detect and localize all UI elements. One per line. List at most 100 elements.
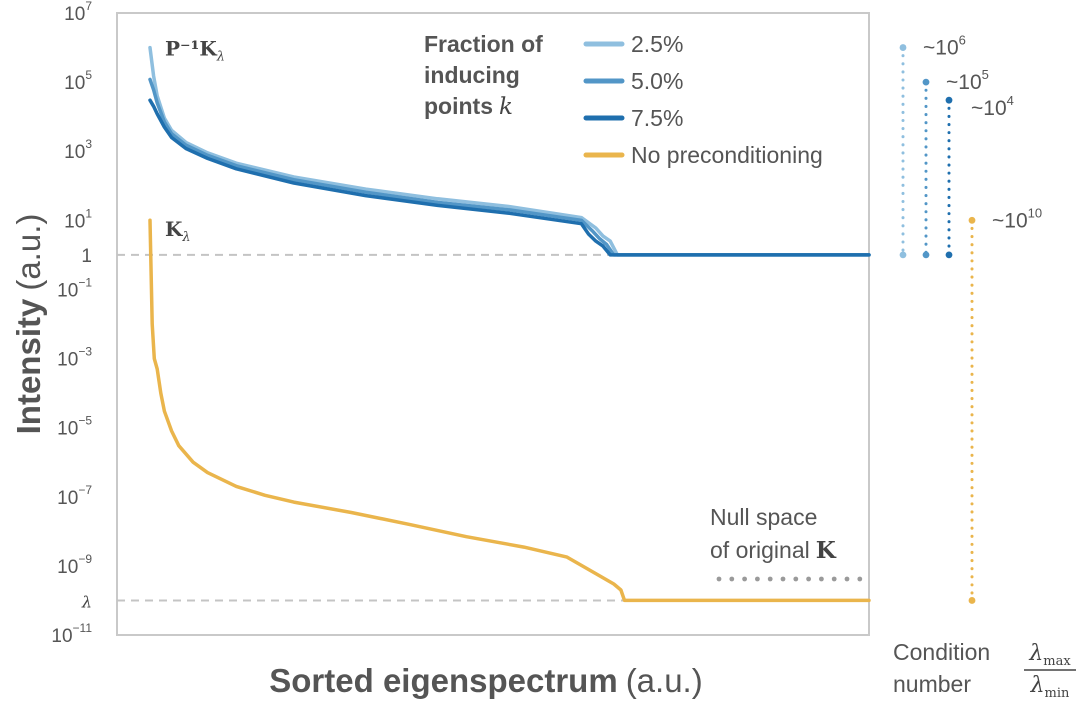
condition-bar-bottom-0 xyxy=(899,251,907,259)
legend: Fraction of inducing points k 2.5% 5.0% 7.5% No… xyxy=(424,31,823,168)
y-tick-exponent: 7 xyxy=(85,0,92,13)
null-space-dot xyxy=(831,576,837,582)
y-tick-label-2: 103 xyxy=(64,137,92,163)
y-tick-exponent: 1 xyxy=(85,206,92,220)
y-tick-label-8: 10−7 xyxy=(57,483,92,509)
y-tick-base: 1 xyxy=(81,246,92,267)
y-tick-base: 10 xyxy=(51,626,72,647)
y-tick-exponent: −3 xyxy=(78,345,92,359)
null-space-dot xyxy=(716,576,722,582)
legend-title-line-1: inducing xyxy=(424,62,520,88)
null-space-dot xyxy=(729,576,735,582)
null-space-dot xyxy=(793,576,799,582)
curve-label-main: P⁻¹K xyxy=(165,37,217,61)
y-tick-label-3: 101 xyxy=(64,206,92,232)
y-tick-label-5: 10−1 xyxy=(57,275,92,301)
y-tick-base: 10 xyxy=(64,211,85,232)
condition-bar-top-2 xyxy=(945,96,953,104)
y-axis-title: Intensity (a.u.) xyxy=(10,214,47,435)
condition-bar-top-1 xyxy=(922,78,930,86)
y-tick-exponent: 3 xyxy=(85,137,92,151)
condition-number-exponent: 10 xyxy=(1028,205,1042,220)
null-space-dot xyxy=(780,576,786,582)
null-space-dot xyxy=(755,576,760,582)
y-tick-base: 10 xyxy=(57,557,78,578)
null-space-text: of original xyxy=(710,537,810,563)
y-tick-label-10: λ xyxy=(81,592,92,611)
y-tick-base: 10 xyxy=(64,73,85,94)
y-axis-title-main: Intensity xyxy=(10,298,47,434)
curve-label-main: K xyxy=(165,217,183,241)
plot-frame xyxy=(116,12,870,636)
condition-number-exponent: 4 xyxy=(1007,93,1014,108)
series-line-3 xyxy=(148,218,871,603)
null-space-symbol: K xyxy=(816,537,837,564)
null-space-text: Null space xyxy=(710,504,817,530)
y-tick-base: 10 xyxy=(57,488,78,509)
condition-number-caption-1: number xyxy=(893,671,971,697)
y-tick-label-9: 10−9 xyxy=(57,552,92,578)
null-space-dot xyxy=(844,576,850,582)
ratio-denominator-subscript: min xyxy=(1045,686,1070,701)
ratio-numerator-subscript: max xyxy=(1043,654,1071,669)
y-tick-exponent: 5 xyxy=(85,68,92,82)
y-tick-label-0: 107 xyxy=(64,0,92,25)
null-space-dot xyxy=(857,576,863,582)
y-tick-label-11: 10−11 xyxy=(51,621,92,647)
null-space-dot xyxy=(819,576,824,582)
y-tick-exponent: −1 xyxy=(78,275,92,289)
condition-number-label-1: ~105 xyxy=(946,67,989,94)
curve-label-1: Kλ xyxy=(165,217,191,245)
legend-title-text: Fraction of xyxy=(424,31,543,57)
ratio-numerator-symbol: λ xyxy=(1028,641,1043,666)
x-axis-title: Sorted eigenspectrum (a.u.) xyxy=(269,662,702,699)
condition-bar-top-0 xyxy=(899,44,907,51)
legend-title-text: points xyxy=(424,93,493,119)
x-axis-title-main: Sorted eigenspectrum xyxy=(269,662,617,699)
y-tick-label-4: 1 xyxy=(81,246,92,267)
series-line-1 xyxy=(148,77,871,257)
legend-title-line-0: Fraction of xyxy=(424,31,543,57)
null-space-line-1: of original K xyxy=(710,537,837,564)
condition-number-label-3: ~1010 xyxy=(992,205,1042,232)
y-axis-title-unit: (a.u.) xyxy=(10,214,47,291)
condition-number-base: ~10 xyxy=(992,209,1028,232)
y-tick-base: λ xyxy=(81,592,92,611)
y-tick-base: 10 xyxy=(57,280,78,301)
ratio-numerator: λmax xyxy=(1028,641,1071,669)
ratio-denominator: λmin xyxy=(1030,673,1070,701)
y-tick-base: 10 xyxy=(57,419,78,440)
null-space-dot xyxy=(742,576,747,582)
null-space-annotation: Null space of original K xyxy=(710,504,863,582)
condition-number-base: ~10 xyxy=(923,37,959,60)
y-tick-exponent: −7 xyxy=(78,483,92,497)
null-space-dot xyxy=(767,576,773,582)
ratio-denominator-symbol: λ xyxy=(1030,673,1045,698)
curve-label-subscript: λ xyxy=(181,230,190,245)
curve-label-subscript: λ xyxy=(216,50,225,65)
legend-label-0: 2.5% xyxy=(631,31,683,57)
x-axis-title-unit: (a.u.) xyxy=(626,662,703,699)
legend-label-3: No preconditioning xyxy=(631,142,823,168)
y-tick-label-1: 105 xyxy=(64,68,92,94)
null-space-dot xyxy=(806,576,811,582)
condition-number-exponent: 5 xyxy=(982,67,989,82)
legend-title-symbol: k xyxy=(499,94,513,120)
condition-bar-top-3 xyxy=(968,216,976,224)
condition-number-label-2: ~104 xyxy=(971,93,1014,120)
legend-label-2: 7.5% xyxy=(631,105,683,131)
condition-bar-bottom-2 xyxy=(945,251,953,259)
y-tick-exponent: −11 xyxy=(73,621,93,635)
condition-number-base: ~10 xyxy=(971,97,1007,120)
y-tick-base: 10 xyxy=(64,4,85,25)
condition-number-label-0: ~106 xyxy=(923,33,966,60)
y-tick-base: 10 xyxy=(64,142,85,163)
condition-number-caption-0: Condition xyxy=(893,639,990,665)
curve-label-0: P⁻¹Kλ xyxy=(165,37,225,65)
legend-label-1: 5.0% xyxy=(631,68,683,94)
series-lines xyxy=(148,45,871,603)
condition-bar-bottom-1 xyxy=(922,251,930,259)
